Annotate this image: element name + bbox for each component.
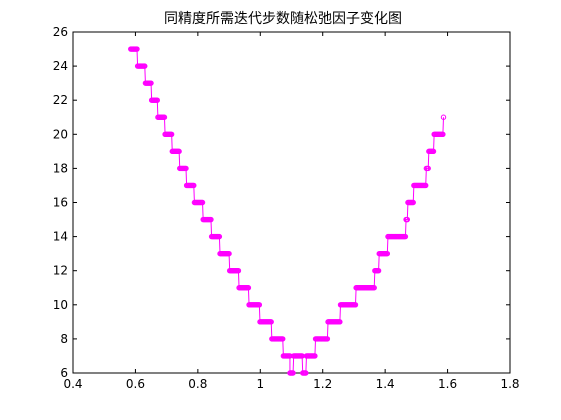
axis-ticks: 0.4 0.6 0.8 1 1.2 1.4 1.6 1.8 6 8 10 12 14 16 18 20 22 24…	[53, 25, 520, 391]
data-step	[290, 353, 305, 359]
data-step	[376, 250, 391, 257]
data-step	[208, 233, 223, 240]
data-step	[128, 46, 140, 52]
data-point	[226, 250, 232, 257]
data-step	[257, 319, 274, 325]
y-tick-label: 26	[53, 25, 68, 39]
data-point	[410, 199, 416, 206]
data-point	[423, 182, 429, 189]
x-tick-label: 1.8	[500, 377, 519, 391]
data-step	[191, 199, 206, 206]
data-step	[134, 63, 148, 69]
data-point	[176, 148, 182, 155]
data-point	[183, 165, 189, 172]
data-step	[177, 165, 189, 172]
data-step	[411, 182, 429, 189]
data-step	[287, 370, 296, 376]
data-point	[268, 319, 274, 325]
plot-frame	[72, 31, 511, 374]
data-step	[200, 216, 214, 223]
data-step	[337, 302, 359, 308]
x-tick-label: 1.4	[376, 377, 395, 391]
data-point	[375, 268, 382, 274]
data-point	[161, 114, 168, 120]
y-tick-label: 16	[53, 196, 68, 210]
data-point	[430, 148, 437, 155]
data-point	[312, 353, 318, 359]
data-step	[303, 353, 318, 359]
x-tick-label: 0.4	[63, 377, 82, 391]
data-step	[155, 114, 168, 120]
data-step	[403, 216, 411, 223]
data-step	[246, 302, 263, 308]
y-tick-label: 24	[53, 59, 68, 73]
data-point	[280, 336, 286, 342]
data-step	[431, 131, 446, 138]
data-point	[404, 216, 411, 223]
data-point	[440, 131, 446, 138]
data-point	[134, 46, 140, 52]
y-tick-label: 8	[60, 332, 68, 346]
y-tick-label: 12	[53, 264, 68, 278]
y-tick-label: 10	[53, 298, 68, 312]
data-step	[236, 285, 252, 291]
data-step	[148, 97, 160, 103]
x-tick-label: 1	[256, 377, 264, 391]
data-point	[199, 199, 206, 206]
data-point	[337, 319, 343, 325]
data-point	[235, 268, 242, 274]
y-tick-label: 14	[53, 230, 68, 244]
data-point	[256, 302, 263, 308]
data-step	[426, 148, 437, 155]
data-point	[208, 216, 214, 223]
data-step	[423, 165, 431, 172]
data-point	[384, 250, 391, 257]
data-point	[290, 370, 296, 376]
data-point	[425, 165, 431, 172]
data-step	[325, 319, 343, 325]
x-tick-label: 1.2	[313, 377, 332, 391]
data-point	[142, 63, 148, 69]
y-tick-label: 20	[53, 127, 68, 141]
data-point	[440, 114, 447, 120]
data-point	[154, 97, 160, 103]
data-step	[169, 148, 182, 155]
data-step	[353, 285, 377, 291]
data-step	[162, 131, 175, 138]
data-step	[372, 268, 382, 274]
data-point	[324, 336, 331, 342]
x-tick-label: 1.6	[438, 377, 457, 391]
data-step	[280, 353, 293, 359]
data-step	[440, 114, 447, 120]
data-step	[385, 233, 409, 240]
data-step	[227, 268, 242, 274]
data-point	[303, 370, 309, 376]
data-step	[183, 182, 197, 189]
data-step	[300, 370, 309, 376]
series-markers	[128, 46, 447, 376]
data-step	[405, 199, 416, 206]
y-tick-label: 18	[53, 161, 68, 175]
data-point	[148, 80, 154, 86]
data-point	[352, 302, 359, 308]
chart-title: 同精度所需迭代步数随松弛因子变化图	[164, 11, 402, 27]
x-tick-label: 0.6	[126, 377, 145, 391]
data-point	[245, 285, 252, 291]
data-point	[216, 233, 223, 240]
x-tick-label: 0.8	[188, 377, 207, 391]
data-point	[168, 131, 175, 138]
data-step	[217, 250, 232, 257]
data-point	[371, 285, 377, 291]
y-tick-label: 22	[53, 93, 68, 107]
data-step	[312, 336, 331, 342]
data-step	[142, 80, 154, 86]
data-point	[402, 233, 409, 240]
data-step	[269, 336, 286, 342]
y-tick-label: 6	[60, 366, 68, 380]
data-point	[191, 182, 197, 189]
